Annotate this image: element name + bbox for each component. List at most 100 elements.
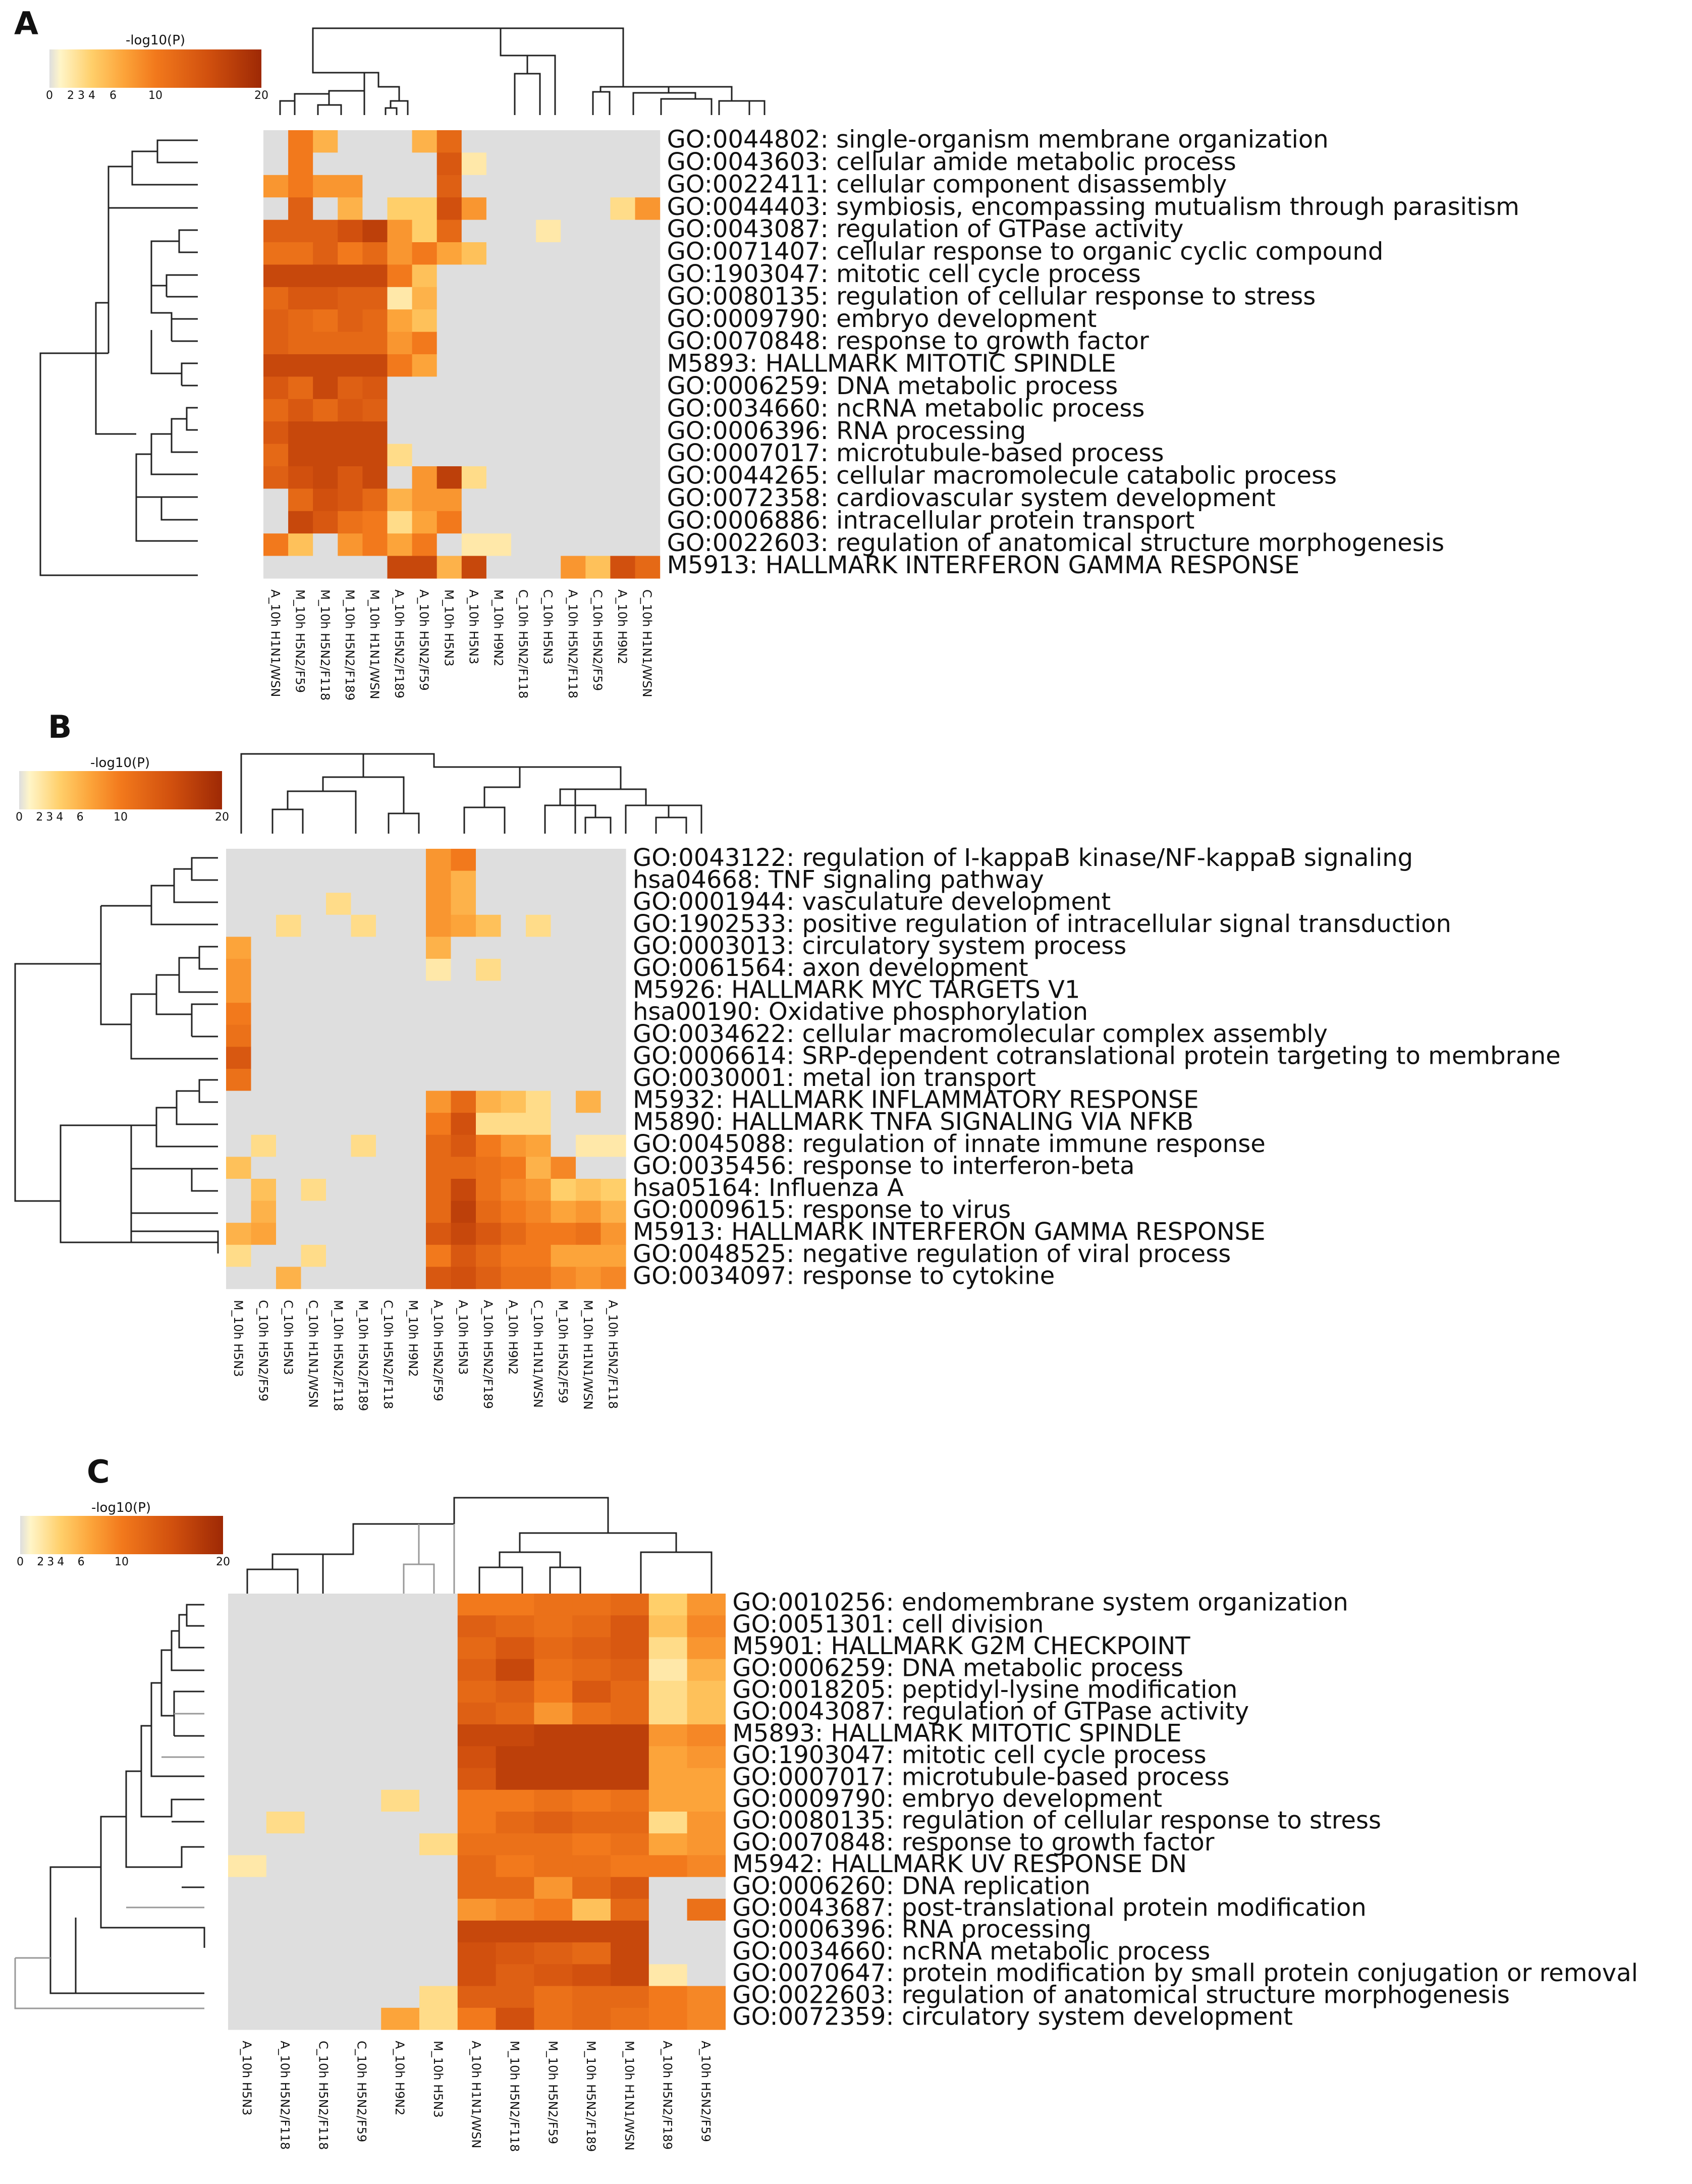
heatmap-cell [301, 980, 326, 1003]
heatmap-cell [343, 2007, 381, 2030]
heatmap-cell [610, 421, 636, 445]
column-label: C_10h H5N2/F118 [316, 2041, 331, 2150]
heatmap-cell [401, 1047, 426, 1069]
colorbar-tick-label: 20 [215, 811, 229, 824]
heatmap-cell [304, 1964, 343, 1987]
heatmap-cell [635, 152, 661, 176]
heatmap-cell [376, 1134, 402, 1157]
heatmap-cell [457, 1833, 497, 1855]
heatmap-cell [412, 242, 438, 265]
heatmap-cell [526, 959, 552, 981]
heatmap-cell [585, 444, 611, 467]
heatmap-cell [534, 1637, 573, 1660]
heatmap-cell [288, 444, 313, 467]
heatmap-cell [426, 849, 452, 871]
heatmap-cell [501, 959, 526, 981]
heatmap-cell [276, 849, 302, 871]
heatmap-cell [288, 309, 313, 333]
column-label: A_10h H5N2/F189 [481, 1300, 495, 1409]
row-label: M5932: HALLMARK INFLAMMATORY RESPONSE [633, 1086, 1199, 1114]
heatmap-cell [572, 1812, 611, 1834]
heatmap-cell [387, 332, 413, 355]
heatmap-cell [381, 1986, 420, 2008]
heatmap-cell [561, 488, 586, 512]
heatmap-cell [601, 1134, 626, 1157]
heatmap-cell [276, 937, 302, 959]
heatmap-cell [288, 354, 313, 377]
panel-b-heatmap [226, 849, 626, 1289]
panel-c: C -log10(P) 0 2 3 4 6 10 20 GO:0010256: endome… [14, 1453, 1638, 2152]
column-label: C_10h H1N1/WSN [640, 589, 654, 697]
heatmap-cell [381, 1942, 420, 1964]
heatmap-cell [387, 488, 413, 512]
heatmap-cell [387, 220, 413, 243]
column-label: A_10h H1N1/WSN [268, 589, 283, 697]
heatmap-cell [501, 1003, 526, 1025]
row-label: GO:0009790: embryo development [667, 305, 1097, 333]
heatmap-cell [496, 1768, 534, 1790]
heatmap-cell [419, 1724, 458, 1746]
heatmap-cell [381, 1637, 420, 1660]
heatmap-cell [486, 220, 512, 243]
row-label: GO:0034660: ncRNA metabolic process [732, 1937, 1210, 1965]
heatmap-cell [496, 1659, 534, 1681]
heatmap-cell [401, 1003, 426, 1025]
heatmap-cell [376, 893, 402, 915]
heatmap-cell [551, 1113, 576, 1135]
heatmap-cell [301, 1179, 326, 1202]
heatmap-cell [266, 1680, 305, 1703]
heatmap-cell [461, 421, 487, 445]
heatmap-cell [401, 959, 426, 981]
heatmap-cell [576, 893, 602, 915]
heatmap-cell [461, 130, 487, 153]
heatmap-cell [228, 1768, 267, 1790]
heatmap-cell [534, 1615, 573, 1637]
heatmap-cell [401, 980, 426, 1003]
heatmap-cell [572, 1680, 611, 1703]
heatmap-cell [486, 444, 512, 467]
row-label: M5926: HALLMARK MYC TARGETS V1 [633, 976, 1080, 1004]
heatmap-cell [362, 511, 388, 534]
heatmap-cell [266, 2007, 305, 2030]
heatmap-cell [412, 421, 438, 445]
heatmap-cell [611, 1594, 649, 1616]
heatmap-cell [376, 870, 402, 893]
heatmap-cell [376, 1157, 402, 1179]
heatmap-cell [486, 466, 512, 489]
heatmap-cell [461, 332, 487, 355]
heatmap-cell [457, 1898, 497, 1921]
row-label: GO:0003013: circulatory system process [633, 932, 1126, 960]
heatmap-cell [338, 354, 363, 377]
heatmap-cell [635, 421, 661, 445]
heatmap-cell [496, 1789, 534, 1812]
heatmap-cell [511, 354, 536, 377]
heatmap-cell [387, 309, 413, 333]
heatmap-cell [313, 264, 338, 288]
heatmap-cell [276, 1244, 302, 1267]
heatmap-cell [572, 1833, 611, 1855]
heatmap-cell [376, 1267, 402, 1289]
heatmap-cell [276, 1200, 302, 1223]
heatmap-cell [419, 1615, 458, 1637]
heatmap-cell [226, 1157, 252, 1179]
column-label: M_10h H5N2/F189 [584, 2041, 598, 2152]
panel-c-row-labels: GO:0010256: endomembrane system organiza… [732, 1589, 1638, 2031]
heatmap-cell [585, 354, 611, 377]
panel-c-column-dendrogram [246, 1497, 713, 1596]
heatmap-cell [601, 1113, 626, 1135]
heatmap-cell [276, 959, 302, 981]
heatmap-cell [326, 914, 352, 937]
heatmap-cell [436, 444, 462, 467]
heatmap-cell [585, 242, 611, 265]
heatmap-cell [526, 1244, 552, 1267]
heatmap-cell [576, 1200, 602, 1223]
heatmap-cell [648, 1703, 688, 1725]
heatmap-cell [263, 287, 289, 310]
heatmap-cell [451, 1267, 476, 1289]
heatmap-cell [687, 1986, 726, 2008]
heatmap-cell [313, 444, 338, 467]
column-label: M_10h H1N1/WSN [367, 589, 381, 699]
heatmap-cell [451, 1157, 476, 1179]
heatmap-cell [351, 1069, 376, 1091]
heatmap-cell [461, 399, 487, 422]
